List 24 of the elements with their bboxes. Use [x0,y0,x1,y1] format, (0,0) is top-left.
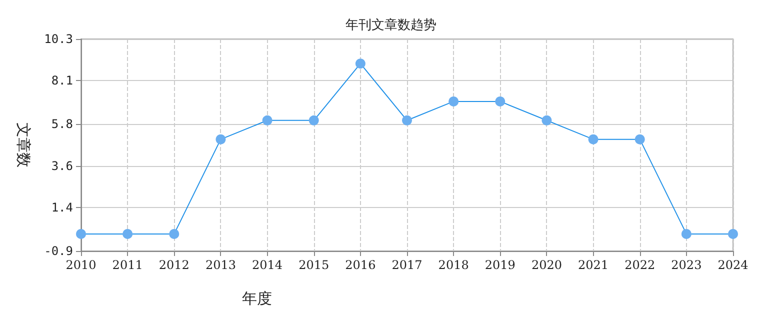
y-tick-label: 8.1 [51,74,73,88]
x-tick-label: 2020 [531,258,562,272]
y-tick-label: -0.9 [44,244,73,258]
x-tick-label: 2015 [298,258,330,272]
x-axis-title: 年度 [242,290,272,308]
y-tick-label: 10.3 [44,32,73,46]
y-tick-label: 3.6 [51,158,73,173]
y-tick-label: 1.4 [51,200,73,214]
x-tick-label: 2017 [392,258,422,272]
x-tick-label: 2014 [252,258,283,272]
x-tick-label: 2011 [112,258,143,272]
chart-title: 年刊文章数趋势 [346,18,436,33]
x-tick-label: 2018 [438,258,469,272]
x-tick-label: 2021 [578,258,609,272]
x-tick-label: 2010 [66,258,96,272]
x-tick-label: 2019 [484,258,516,272]
y-axis-title: 文章数 [14,122,32,168]
x-tick-label: 2016 [345,258,376,272]
x-tick-label: 2022 [624,258,656,272]
y-tick-label: 5.8 [51,117,73,132]
x-tick-label: 2023 [671,258,702,272]
x-tick-label: 2013 [205,258,236,272]
x-tick-label: 2024 [718,258,749,272]
x-tick-label: 2012 [158,258,190,272]
